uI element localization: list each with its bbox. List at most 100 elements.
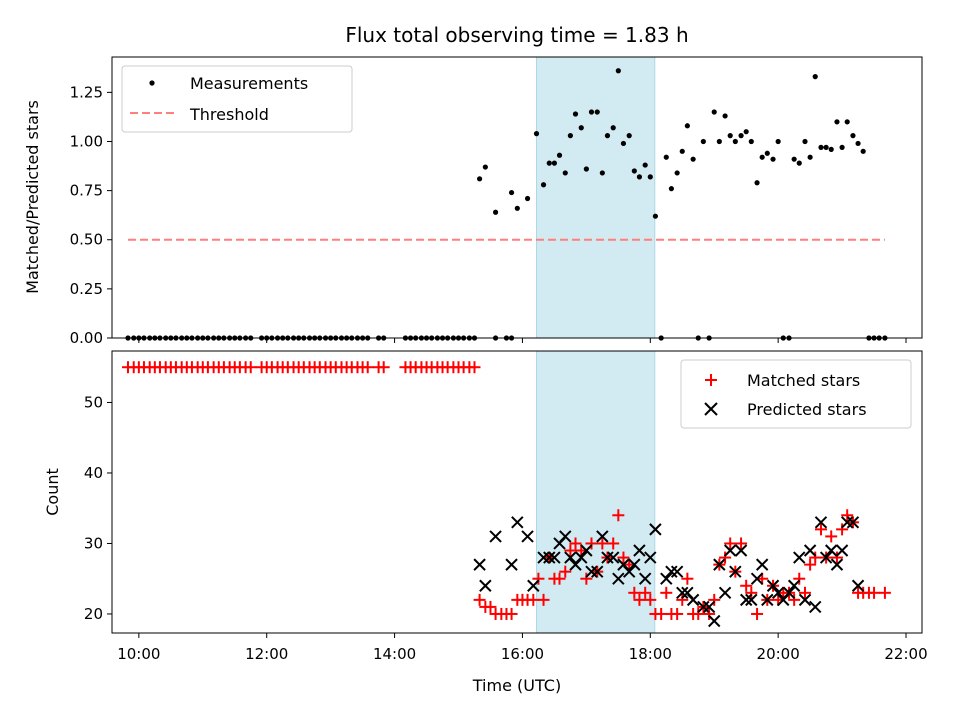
top-y-axis-label: Matched/Predicted stars	[23, 100, 42, 294]
predicted-star-point	[702, 600, 716, 614]
legend-measurement-marker	[149, 80, 155, 86]
predicted-star-point	[607, 551, 620, 564]
predicted-star-point	[665, 565, 678, 578]
measurement-point	[567, 133, 573, 139]
predicted-star-point	[479, 579, 492, 592]
legend-predicted-marker	[704, 402, 718, 416]
predicted-star-point	[718, 586, 732, 600]
bottom-plot-frame	[111, 350, 923, 634]
chart-title: Flux total observing time = 1.83 h	[345, 23, 688, 47]
measurement-point	[668, 186, 674, 192]
matched-star-point	[751, 607, 764, 620]
measurement-point	[620, 140, 627, 147]
predicted-star-point	[830, 558, 844, 571]
predicted-star-points	[473, 516, 865, 628]
measurement-point	[599, 170, 605, 176]
measurement-point	[562, 170, 568, 176]
matched-star-point	[825, 530, 838, 543]
top-legend: Measurements Threshold	[121, 65, 353, 133]
measurement-point	[477, 176, 483, 182]
predicted-star-point	[686, 593, 700, 607]
measurement-point	[732, 138, 738, 145]
matched-star-point	[793, 572, 806, 585]
matched-star-point	[607, 537, 620, 550]
measurement-point	[700, 138, 706, 145]
matched-star-point	[676, 593, 689, 606]
predicted-star-point	[825, 544, 838, 557]
measurement-point	[556, 152, 563, 158]
measurement-point	[524, 195, 531, 202]
measurement-point	[743, 129, 749, 135]
predicted-star-point	[543, 551, 556, 564]
predicted-star-point	[601, 551, 614, 564]
matched-star-point	[468, 361, 481, 374]
matched-star-point	[799, 586, 812, 599]
matched-star-point	[804, 558, 817, 571]
matched-star-point	[724, 537, 737, 550]
measurement-point	[588, 109, 595, 115]
measurement-point	[823, 144, 829, 150]
measurement-point	[626, 133, 632, 139]
top-axis-ticks: 0.00 0.25 0.50 0.75 1.00 1.25	[70, 83, 907, 347]
measurement-point	[610, 125, 616, 131]
matched-star-point	[527, 593, 540, 606]
predicted-star-point	[809, 600, 822, 614]
predicted-star-point	[596, 530, 609, 543]
legend-measurements-label: Measurements	[190, 74, 308, 93]
measurement-point	[647, 174, 653, 180]
matched-star-point	[612, 509, 625, 522]
matched-star-point	[830, 551, 843, 564]
matched-star-point	[569, 537, 582, 550]
measurement-point	[818, 144, 824, 150]
matched-star-point	[660, 586, 673, 599]
measurement-point	[546, 160, 552, 166]
measurement-point	[615, 68, 621, 74]
matched-star-point	[484, 600, 497, 613]
predicted-star-point	[559, 530, 572, 543]
predicted-star-point	[473, 558, 486, 571]
matched-star-point	[633, 593, 646, 606]
predicted-star-point	[676, 586, 689, 600]
measurement-point	[663, 154, 669, 160]
measurement-point	[764, 150, 770, 156]
matched-star-point	[719, 551, 732, 564]
predicted-star-point	[575, 551, 588, 564]
measurement-point	[802, 138, 808, 145]
bottom-y-tick-label: 20	[84, 605, 103, 623]
measurement-point	[770, 156, 776, 162]
matched-star-point	[788, 593, 801, 606]
matched-star-point	[628, 586, 641, 599]
measurement-point	[844, 119, 850, 125]
measurement-point	[812, 74, 818, 80]
predicted-star-point	[814, 516, 828, 529]
top-panel: 0.00 0.25 0.50 0.75 1.00 1.25 Matched/Predict…	[23, 56, 923, 347]
measurement-point	[578, 125, 584, 131]
top-y-tick-label: 1.00	[70, 132, 103, 150]
measurement-point	[759, 154, 765, 160]
predicted-star-point	[548, 551, 561, 564]
measurement-point	[492, 209, 499, 215]
x-axis-label: Time (UTC)	[472, 676, 561, 695]
x-tick-label: 12:00	[245, 645, 288, 663]
predicted-star-point	[750, 572, 764, 585]
measurement-point	[754, 180, 760, 186]
predicted-star-point	[724, 544, 737, 557]
measurement-point	[860, 148, 866, 154]
measurement-point	[684, 123, 690, 129]
matched-star-point	[596, 537, 609, 550]
predicted-star-point	[734, 544, 748, 557]
predicted-star-point	[622, 565, 636, 578]
matched-star-point	[841, 509, 854, 522]
matched-star-point	[361, 361, 374, 374]
predicted-star-point	[511, 516, 524, 529]
measurement-point	[722, 113, 728, 119]
measurement-point	[594, 109, 600, 115]
measurement-point	[775, 138, 781, 145]
measurement-point	[642, 162, 648, 168]
predicted-star-point	[585, 565, 598, 578]
predicted-star-point	[591, 565, 604, 578]
predicted-star-point	[771, 586, 785, 600]
matched-star-point	[836, 523, 849, 536]
measurement-point	[604, 133, 611, 139]
matched-star-point	[377, 361, 390, 374]
